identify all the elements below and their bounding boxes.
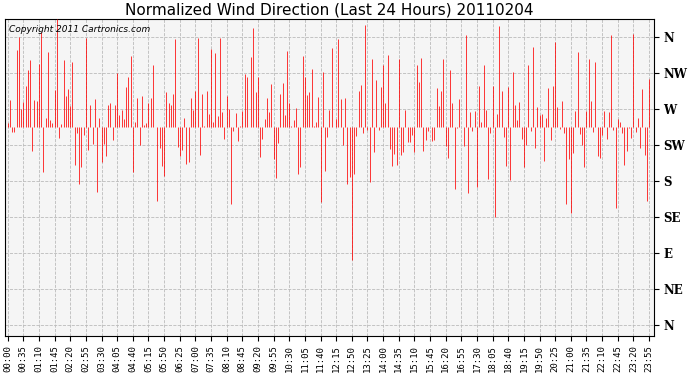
Title: Normalized Wind Direction (Last 24 Hours) 20110204: Normalized Wind Direction (Last 24 Hours… — [125, 3, 534, 18]
Text: Copyright 2011 Cartronics.com: Copyright 2011 Cartronics.com — [9, 25, 150, 34]
